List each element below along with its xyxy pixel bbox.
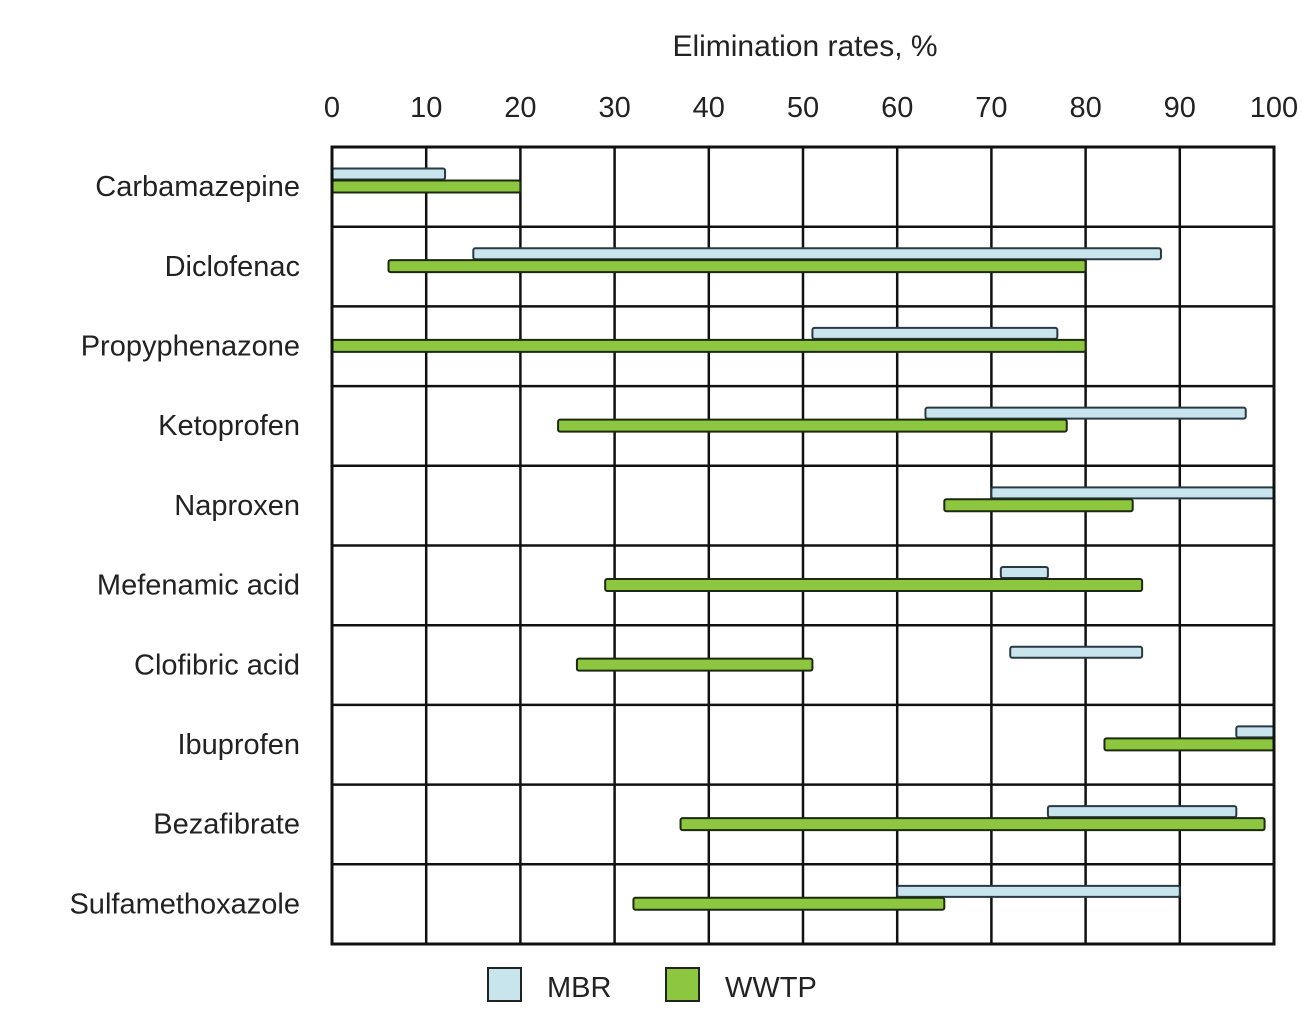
legend-label-mbr: MBR xyxy=(547,972,611,1004)
category-label: Ibuprofen xyxy=(177,729,300,761)
bar-mbr xyxy=(331,167,447,181)
x-tick-label: 50 xyxy=(787,92,819,124)
x-tick-label: 20 xyxy=(504,92,536,124)
category-labels: Carbamazepine Diclofenac Propyphenazone Ket… xyxy=(69,171,300,920)
x-tick-label: 0 xyxy=(324,92,340,124)
legend-label-wwtp: WWTP xyxy=(725,972,817,1004)
bar-group xyxy=(387,247,1162,274)
bar-group xyxy=(1103,725,1275,752)
legend-swatch-wwtp xyxy=(665,967,700,1002)
bar-group xyxy=(557,406,1247,433)
legend: MBR WWTP xyxy=(487,967,817,1004)
x-tick-label: 90 xyxy=(1164,92,1196,124)
bar-wwtp xyxy=(604,577,1144,592)
bar-mbr xyxy=(1046,805,1238,819)
category-label: Sulfamethoxazole xyxy=(69,888,300,920)
x-tick-label: 30 xyxy=(598,92,630,124)
bar-group xyxy=(943,486,1276,513)
x-tick-label: 40 xyxy=(693,92,725,124)
bar-group xyxy=(679,805,1266,832)
category-label: Carbamazepine xyxy=(95,171,300,203)
bar-mbr xyxy=(999,566,1049,580)
chart-title: Elimination rates, % xyxy=(672,30,937,63)
category-label: Ketoprofen xyxy=(158,410,300,442)
category-label: Mefenamic acid xyxy=(97,570,300,602)
grid-lines xyxy=(332,147,1274,944)
x-tick-label: 60 xyxy=(881,92,913,124)
bar-wwtp xyxy=(575,657,814,672)
bar-wwtp xyxy=(331,338,1087,353)
x-tick-labels: 0 10 20 30 40 50 60 70 80 90 100 xyxy=(324,92,1298,124)
x-tick-label: 70 xyxy=(975,92,1007,124)
bar-wwtp xyxy=(943,498,1134,513)
bar-mbr xyxy=(1009,645,1144,659)
category-label: Diclofenac xyxy=(165,251,300,283)
legend-swatch-mbr xyxy=(487,967,522,1002)
bar-group xyxy=(604,566,1144,592)
category-label: Naproxen xyxy=(174,490,300,522)
plot-frame xyxy=(330,145,1276,946)
bar-mbr xyxy=(896,884,1181,898)
bar-group xyxy=(575,645,1144,672)
bar-wwtp xyxy=(1103,737,1275,752)
category-label: Bezafibrate xyxy=(153,809,300,841)
bar-wwtp xyxy=(387,259,1087,274)
bar-mbr xyxy=(990,486,1276,500)
x-tick-label: 100 xyxy=(1250,92,1298,124)
bar-wwtp xyxy=(331,179,522,194)
bar-wwtp xyxy=(679,817,1266,832)
bar-mbr xyxy=(924,406,1247,420)
bar-mbr xyxy=(472,247,1162,261)
category-label: Propyphenazone xyxy=(81,331,300,363)
x-tick-label: 10 xyxy=(410,92,442,124)
bar-mbr xyxy=(1235,725,1275,739)
bar-wwtp xyxy=(632,896,946,911)
bar-group xyxy=(331,167,522,194)
x-tick-label: 80 xyxy=(1069,92,1101,124)
bar-wwtp xyxy=(557,418,1068,433)
bar-group xyxy=(632,884,1181,911)
category-label: Clofibric acid xyxy=(134,649,300,681)
bar-mbr xyxy=(811,326,1059,340)
